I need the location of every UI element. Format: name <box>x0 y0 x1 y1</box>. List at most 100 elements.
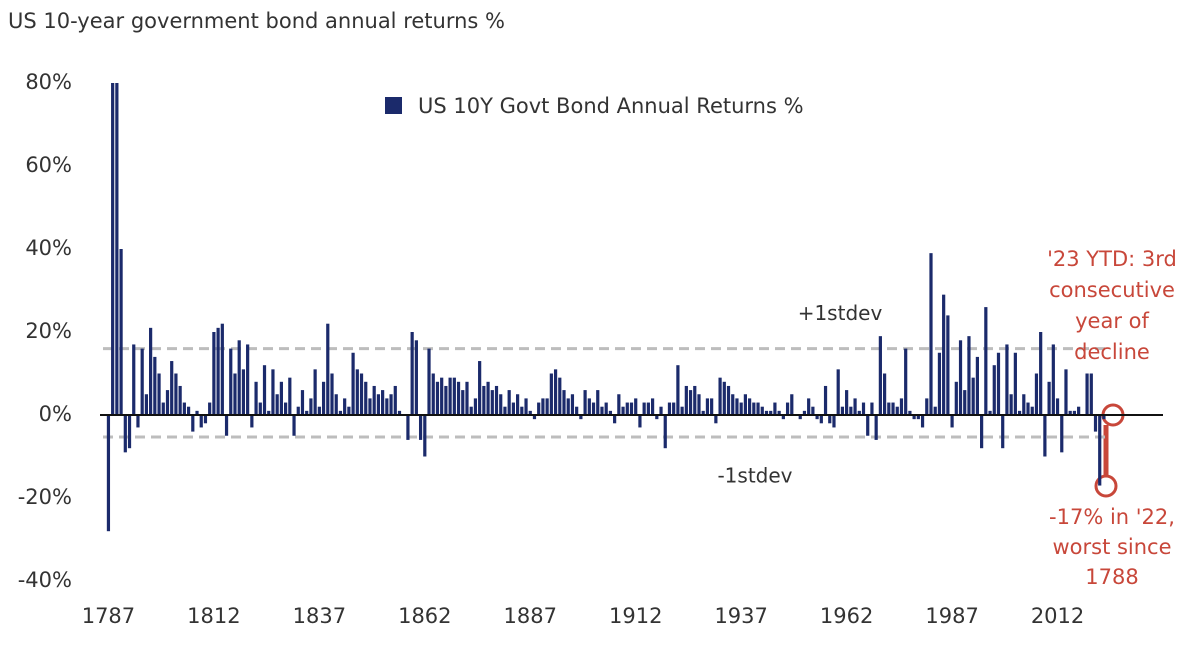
bar <box>1005 344 1009 415</box>
bar <box>292 415 296 436</box>
bar <box>954 381 958 415</box>
bar <box>591 402 596 415</box>
bar <box>1064 369 1068 415</box>
bar <box>904 348 908 415</box>
bar <box>115 83 119 415</box>
bar <box>241 369 246 415</box>
bar <box>845 390 849 415</box>
bar <box>870 402 874 415</box>
bar <box>448 377 452 415</box>
bar <box>701 410 705 415</box>
bar <box>811 406 815 415</box>
bar <box>558 377 562 415</box>
bar <box>309 398 313 415</box>
annotation: consecutive <box>1049 278 1175 302</box>
bar <box>735 398 739 415</box>
bar <box>1093 415 1098 432</box>
bar <box>667 402 672 415</box>
bar <box>1085 373 1089 415</box>
bar <box>123 415 127 453</box>
bar <box>414 340 418 415</box>
bar <box>313 369 317 415</box>
bar <box>553 369 558 415</box>
bar <box>246 344 250 415</box>
bar <box>507 390 511 415</box>
bar <box>899 398 904 415</box>
bar <box>229 348 233 415</box>
bar <box>153 356 157 415</box>
bar <box>372 385 376 415</box>
bar <box>165 390 170 415</box>
bar <box>359 373 364 415</box>
bar <box>1047 381 1051 415</box>
bar <box>642 402 646 415</box>
bar <box>743 394 747 415</box>
bar <box>549 373 553 415</box>
y-tick-label: -40% <box>18 568 72 592</box>
bar <box>634 398 638 415</box>
x-tick-label: 1812 <box>187 604 240 628</box>
bar <box>638 415 642 428</box>
bar <box>887 402 891 415</box>
bar <box>773 402 777 415</box>
bar <box>511 402 515 415</box>
bar <box>1026 402 1030 415</box>
bar <box>769 410 773 415</box>
bar <box>828 415 832 424</box>
bar <box>208 402 212 415</box>
bar <box>823 385 828 415</box>
bar <box>347 406 351 415</box>
x-tick-label: 1862 <box>398 604 451 628</box>
bar <box>132 344 136 415</box>
bar <box>967 336 971 415</box>
bar <box>916 415 920 420</box>
bar <box>503 406 507 415</box>
legend-label: US 10Y Govt Bond Annual Returns % <box>418 94 804 118</box>
bar <box>364 381 368 415</box>
bar <box>1034 373 1039 415</box>
bar <box>937 352 942 415</box>
bar <box>195 410 199 415</box>
x-tick-label: 1912 <box>609 604 662 628</box>
bar <box>650 398 655 415</box>
bar <box>465 381 469 415</box>
bar <box>566 398 570 415</box>
x-tick-label: 2012 <box>1031 604 1084 628</box>
bar <box>212 332 216 415</box>
bar <box>279 381 283 415</box>
bar <box>798 415 802 420</box>
x-tick-label: 1962 <box>820 604 873 628</box>
bar <box>351 352 355 415</box>
bar <box>119 249 123 415</box>
bar <box>317 406 321 415</box>
bar <box>790 394 794 415</box>
bar <box>461 390 465 415</box>
bar <box>882 373 887 415</box>
bar <box>427 348 431 415</box>
bar <box>980 415 984 449</box>
bar <box>604 402 608 415</box>
bar <box>575 406 579 415</box>
bar <box>178 385 182 415</box>
annotation: -17% in '22, <box>1049 505 1175 529</box>
bar <box>781 415 785 420</box>
chart-subtitle: US 10-year government bond annual return… <box>8 9 505 33</box>
y-tick-label: 60% <box>25 153 72 177</box>
bar <box>1017 410 1022 415</box>
bar <box>250 415 254 428</box>
bar <box>1013 352 1017 415</box>
bar <box>912 415 916 420</box>
bar <box>920 415 925 428</box>
bar <box>718 377 722 415</box>
bar <box>988 410 992 415</box>
y-tick-label: 80% <box>25 70 72 94</box>
bar <box>478 361 482 415</box>
bar <box>714 415 718 424</box>
bar <box>861 402 866 415</box>
bar <box>1077 406 1081 415</box>
bar <box>149 327 153 415</box>
bar <box>410 332 414 415</box>
bar <box>693 385 697 415</box>
bar <box>284 402 288 415</box>
bar <box>950 415 954 428</box>
